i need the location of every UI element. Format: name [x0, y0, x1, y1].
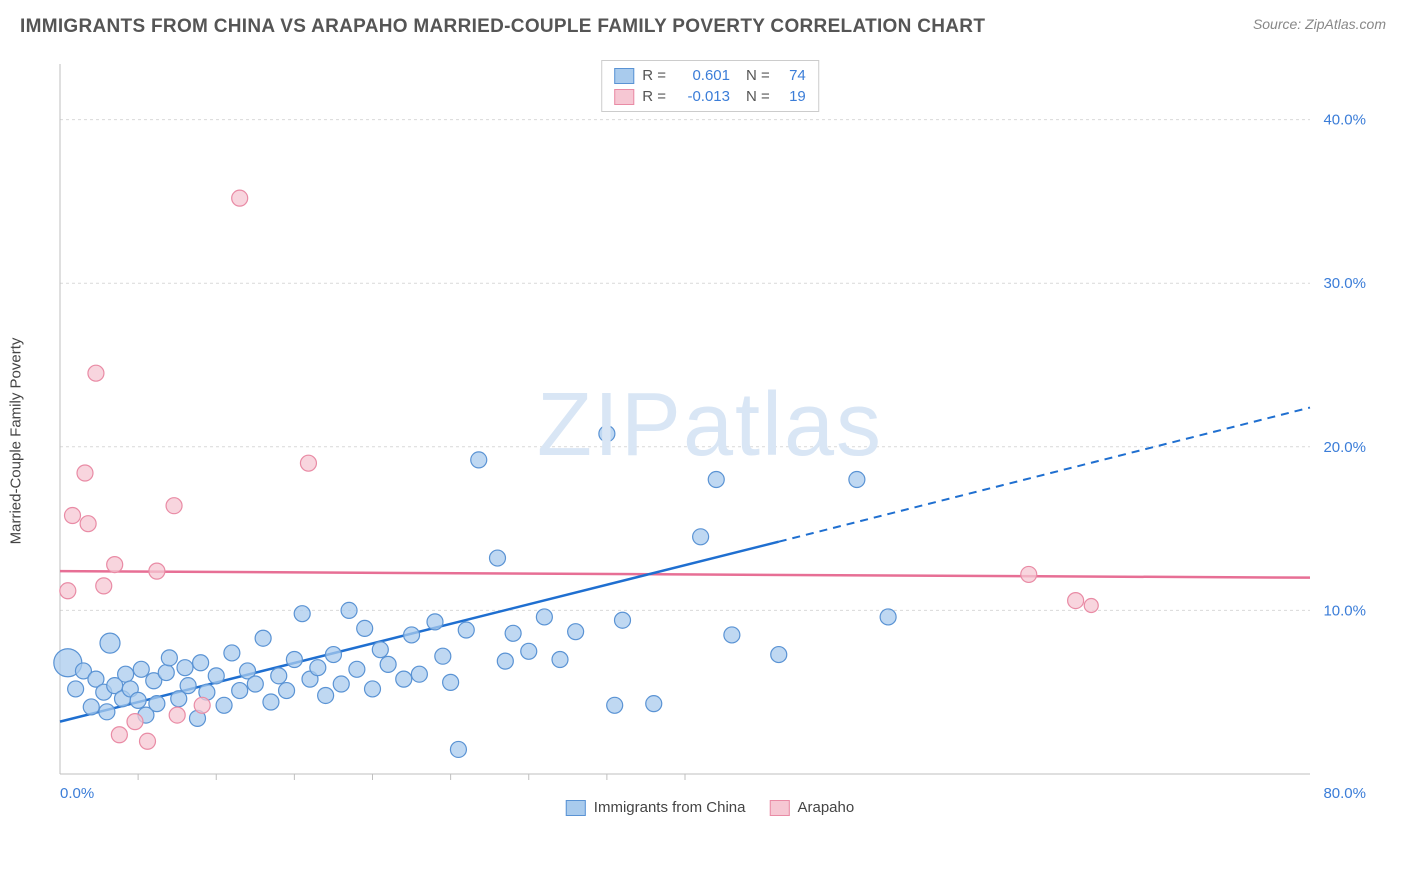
- y-axis-label: Married-Couple Family Poverty: [8, 338, 25, 545]
- chart-area: Married-Couple Family Poverty ZIPatlas R…: [50, 56, 1370, 826]
- svg-text:10.0%: 10.0%: [1323, 602, 1366, 619]
- scatter-chart: 10.0% 20.0% 30.0% 40.0% 0.0% 80.0%: [50, 56, 1370, 826]
- legend-item-pink: Arapaho: [770, 799, 855, 816]
- legend-stats: R = 0.601 N = 74 R = -0.013 N = 19: [601, 60, 819, 112]
- n-value-pink: 19: [778, 88, 806, 105]
- r-label: R =: [642, 67, 666, 84]
- legend-stats-row: R = 0.601 N = 74: [614, 65, 806, 86]
- swatch-blue: [566, 800, 586, 816]
- svg-text:40.0%: 40.0%: [1323, 112, 1366, 129]
- swatch-pink: [770, 800, 790, 816]
- legend-label-blue: Immigrants from China: [594, 799, 746, 816]
- svg-text:0.0%: 0.0%: [60, 785, 94, 802]
- swatch-pink: [614, 89, 634, 105]
- page-title: IMMIGRANTS FROM CHINA VS ARAPAHO MARRIED…: [20, 16, 985, 38]
- svg-text:80.0%: 80.0%: [1323, 785, 1366, 802]
- r-label: R =: [642, 88, 666, 105]
- n-value-blue: 74: [778, 67, 806, 84]
- n-label: N =: [746, 67, 770, 84]
- r-value-pink: -0.013: [674, 88, 730, 105]
- n-label: N =: [746, 88, 770, 105]
- swatch-blue: [614, 68, 634, 84]
- r-value-blue: 0.601: [674, 67, 730, 84]
- legend-stats-row: R = -0.013 N = 19: [614, 86, 806, 107]
- legend-label-pink: Arapaho: [798, 799, 855, 816]
- svg-text:30.0%: 30.0%: [1323, 275, 1366, 292]
- legend-item-blue: Immigrants from China: [566, 799, 746, 816]
- source-label: Source: ZipAtlas.com: [1253, 16, 1386, 32]
- svg-text:20.0%: 20.0%: [1323, 439, 1366, 456]
- legend-series: Immigrants from China Arapaho: [566, 799, 854, 816]
